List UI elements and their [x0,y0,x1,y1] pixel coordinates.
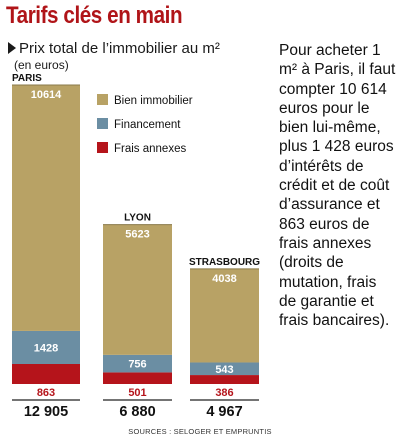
legend-swatch-bien [97,94,108,105]
bar-lyon-financement [103,354,172,373]
category-label-lyon: LYON [124,213,151,224]
unit-label: (en euros) [14,58,69,72]
value-label-frais-paris: 863 [37,387,55,399]
value-label-bien-lyon: 5623 [125,229,149,241]
subtitle-text: Prix total de l’immobilier au m² [19,40,220,57]
value-label-frais-lyon: 501 [128,387,146,399]
chart-title: Tarifs clés en main [6,2,183,29]
legend-label-financement: Financement [114,119,181,131]
sources-note: SOURCES : SELOGER ET EMPRUNTIS [128,427,272,436]
value-label-financement-paris: 1428 [34,342,58,354]
bar-paris-frais [12,364,80,384]
category-label-paris: PARIS [12,73,42,84]
value-label-bien-strasbourg: 4038 [212,273,236,285]
value-label-frais-strasbourg: 386 [215,387,233,399]
chart-subtitle: Prix total de l’immobilier au m² [8,40,220,57]
bar-paris-bien [12,84,80,331]
bar-lyon-bien [103,224,172,355]
legend-swatch-frais [97,142,108,153]
legend-swatch-financement [97,118,108,129]
bar-paris-financement [12,330,80,365]
total-label-strasbourg: 4 967 [206,404,242,420]
explanatory-text: Pour acheter 1 m² à Paris, il faut compt… [279,42,396,330]
total-label-paris: 12 905 [24,404,68,420]
bar-strasbourg-financement [190,362,259,376]
value-label-financement-strasbourg: 543 [215,364,233,376]
value-label-bien-paris: 10614 [31,89,62,101]
total-label-lyon: 6 880 [119,404,155,420]
legend-label-bien: Bien immobilier [114,95,193,107]
bar-strasbourg-frais [190,375,259,384]
bar-strasbourg-bien [190,268,259,363]
bar-lyon-frais [103,372,172,384]
category-label-strasbourg: STRASBOURG [189,257,260,268]
triangle-bullet-icon [8,42,16,54]
value-label-financement-lyon: 756 [128,359,146,371]
legend-label-frais: Frais annexes [114,143,186,155]
